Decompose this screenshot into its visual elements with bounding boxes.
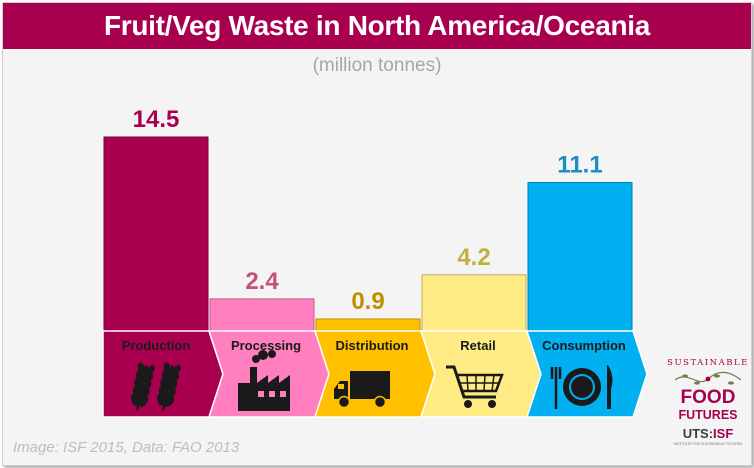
cart-wheel [488, 400, 496, 408]
chart-title: Fruit/Veg Waste in North America/Oceania [103, 10, 651, 41]
bar-production [103, 136, 209, 332]
truck-cargo [350, 371, 390, 399]
wheat-grain [164, 396, 175, 407]
wheat-stem [161, 365, 174, 411]
wheat-grain [140, 388, 150, 400]
bar-distribution [315, 318, 421, 332]
shopping-cart-icon [446, 365, 504, 408]
wheat-grain [145, 365, 155, 376]
sustainable-food-futures-logo: SUSTAINABLE FOOD FUTURES UTS:ISF INSTITU… [665, 358, 751, 450]
factory-icon [238, 350, 290, 411]
wheat-grain [171, 365, 181, 376]
wheat-icon [131, 362, 181, 411]
chart-subtitle: (million tonnes) [312, 55, 442, 76]
value-label-retail: 4.2 [457, 244, 490, 271]
bar-processing [209, 298, 315, 332]
wheat-grain [169, 372, 180, 384]
category-label-processing: Processing [231, 338, 301, 353]
plate-center [571, 376, 593, 398]
value-label-consumption: 11.1 [557, 151, 602, 178]
category-label-distribution: Distribution [336, 338, 409, 353]
logo-tagline: INSTITUTE FOR SUSTAINABLE FUTURES [673, 442, 743, 446]
truck-window [338, 384, 344, 389]
wheat-grain [166, 388, 176, 400]
truck-wheel [337, 395, 351, 409]
wheat-grain [157, 393, 165, 406]
category-label-production: Production [122, 338, 191, 353]
logo-futures-text: FUTURES [678, 408, 738, 422]
wheat-grain [143, 372, 154, 384]
truck-cab [334, 381, 348, 399]
value-label-processing: 2.4 [245, 268, 279, 295]
smoke-puff [258, 350, 268, 360]
logo-uts-prefix: UTS: [682, 426, 714, 441]
factory-window [258, 391, 264, 397]
wheat-grain [138, 396, 149, 407]
truck-wheel [373, 395, 387, 409]
wheat-stem [135, 365, 148, 411]
wheat-stalk [157, 362, 181, 411]
category-label-consumption: Consumption [542, 338, 626, 353]
wheat-grain [131, 393, 139, 406]
smoke-puff [268, 350, 276, 358]
factory-building [238, 367, 290, 411]
title-bar: Fruit/Veg Waste in North America/Oceania [3, 3, 751, 49]
bar-consumption [527, 181, 633, 332]
image-credit: Image: ISF 2015, Data: FAO 2013 [13, 439, 240, 456]
logo-food-text: FOOD [680, 387, 736, 408]
logo-sustainable-text: SUSTAINABLE [667, 358, 749, 368]
vine-icon [674, 371, 742, 385]
truck-icon [334, 371, 390, 409]
bar-retail [421, 274, 527, 332]
factory-window [269, 391, 275, 397]
cart-wheel [464, 400, 472, 408]
value-label-distribution: 0.9 [351, 288, 384, 315]
knife [607, 365, 613, 409]
smoke-puff [252, 355, 260, 363]
fork [550, 367, 562, 409]
cart-basket [455, 373, 504, 393]
plate-fork-knife-icon [550, 365, 613, 409]
factory-window [280, 391, 286, 397]
wheat-grain [142, 380, 152, 392]
value-label-production: 14.5 [133, 106, 180, 133]
logo-uts-isf: UTS:ISF [665, 426, 751, 441]
wheat-grain [168, 380, 178, 392]
wheat-stalk [131, 362, 155, 411]
category-label-retail: Retail [460, 338, 495, 353]
bar-chart: 14.5 Production 2.4 Processing 0.9 Distributi… [102, 106, 648, 418]
logo-uts-suffix: ISF [713, 426, 734, 441]
